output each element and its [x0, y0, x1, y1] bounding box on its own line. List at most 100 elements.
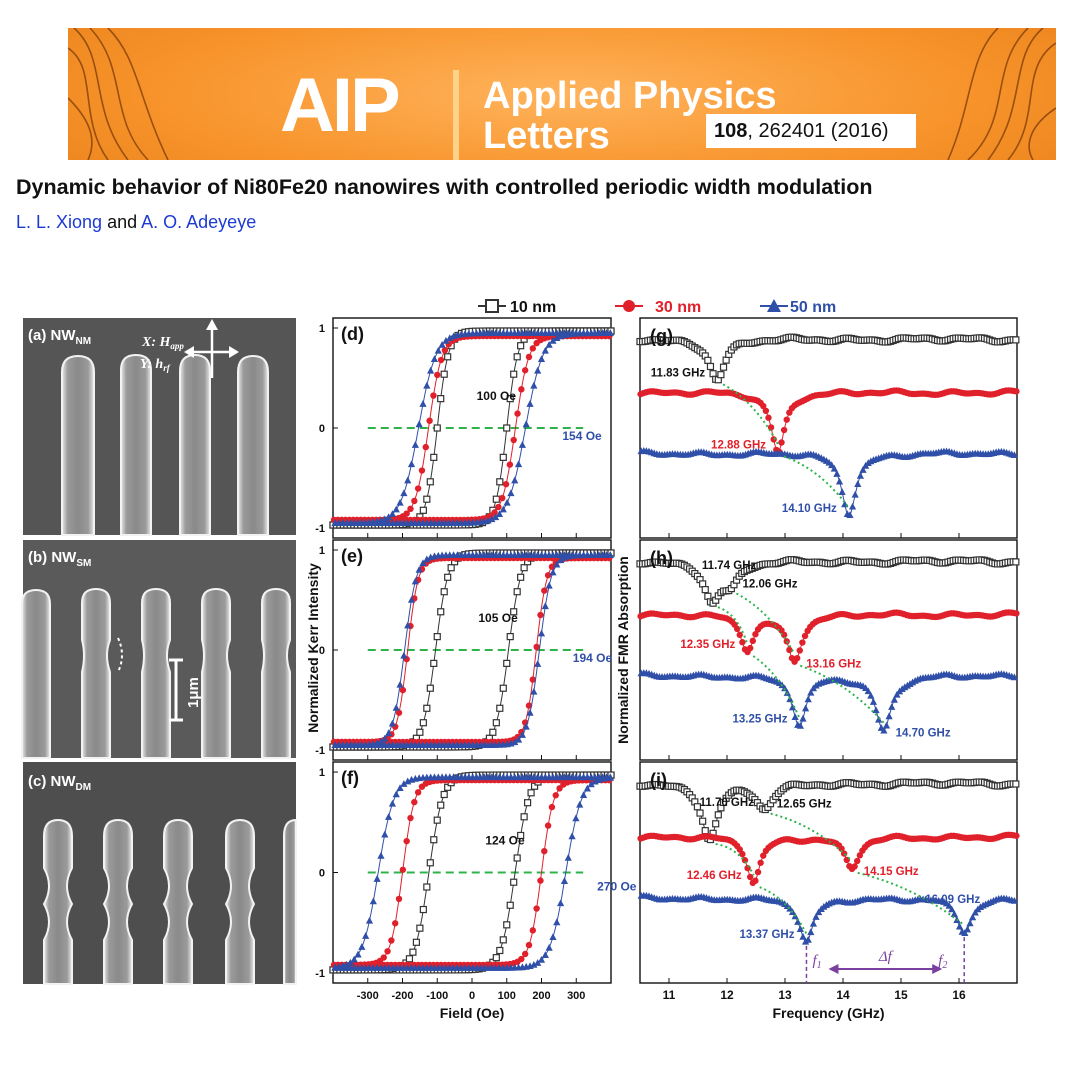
x-tick-label: -100 — [426, 990, 448, 1002]
data-point — [537, 629, 546, 637]
data-point — [403, 510, 410, 517]
sem-panel-label: (b) NWSM — [28, 549, 91, 569]
panel-label: (g) — [650, 326, 673, 346]
resonance-annotation: 12.35 GHz — [680, 639, 735, 651]
data-point — [380, 954, 387, 961]
data-point — [948, 905, 956, 913]
data-point — [541, 587, 548, 594]
data-point — [518, 731, 526, 738]
data-point — [395, 709, 403, 716]
data-point — [786, 646, 793, 654]
data-point — [796, 721, 804, 729]
y-tick-label: -1 — [315, 523, 325, 535]
data-point — [395, 895, 403, 903]
data-point — [534, 959, 542, 966]
data-point — [537, 611, 544, 619]
data-point — [856, 852, 864, 859]
data-point — [392, 920, 399, 927]
data-point — [521, 950, 529, 958]
series-30nm — [637, 831, 1020, 887]
data-point — [522, 722, 530, 730]
mode-connector — [770, 812, 853, 862]
mode-connector — [759, 886, 808, 935]
data-point — [717, 371, 725, 379]
data-point — [804, 935, 812, 943]
legend-item-50nm: 50 nm — [760, 299, 836, 316]
resonance-annotation: 14.10 GHz — [782, 503, 837, 515]
data-point — [1012, 558, 1020, 566]
data-point — [804, 695, 812, 703]
f1-label: f1 — [812, 953, 821, 971]
data-point — [851, 490, 859, 498]
coercivity-annotation: 154 Oe — [562, 429, 602, 443]
data-point — [780, 631, 788, 639]
data-point — [848, 502, 857, 510]
data-point — [510, 436, 517, 444]
data-point — [527, 789, 535, 797]
data-point — [430, 453, 438, 461]
data-point — [399, 866, 407, 873]
data-point — [801, 704, 810, 712]
data-point — [522, 420, 530, 428]
arrow-left-icon — [184, 346, 194, 358]
data-point — [442, 336, 450, 344]
data-point — [533, 905, 540, 912]
sem-panel-c: (c) NWDM — [23, 762, 297, 985]
mode-connector — [752, 655, 801, 719]
data-point — [801, 632, 809, 640]
data-point — [518, 441, 526, 448]
data-point — [369, 897, 377, 905]
data-point — [404, 621, 412, 629]
data-point — [415, 420, 423, 428]
data-point — [506, 901, 514, 909]
author-list: L. L. Xiong and A. O. Adeyeye — [16, 212, 256, 233]
data-point — [765, 414, 772, 421]
data-point — [778, 439, 785, 446]
data-point — [564, 853, 572, 861]
data-point — [385, 729, 393, 737]
data-point — [704, 356, 712, 364]
data-point — [560, 877, 569, 884]
data-point — [533, 643, 540, 651]
data-point — [835, 477, 844, 485]
data-point — [557, 556, 565, 564]
author-link[interactable]: L. L. Xiong — [16, 212, 103, 232]
data-point — [489, 728, 497, 736]
data-point — [411, 441, 419, 448]
data-point — [388, 937, 395, 944]
data-point — [433, 816, 441, 824]
y-tick-label: -1 — [315, 745, 325, 757]
series-30nm — [637, 387, 1020, 455]
data-point — [780, 426, 788, 434]
data-point — [875, 715, 883, 723]
resonance-annotation: 12.06 GHz — [742, 579, 797, 591]
data-point — [381, 830, 389, 838]
data-point — [440, 790, 448, 799]
data-point — [752, 877, 759, 884]
data-point — [714, 811, 722, 819]
author-link[interactable]: A. O. Adeyeye — [141, 212, 257, 232]
arrow-right-icon — [229, 346, 239, 358]
data-point — [419, 719, 427, 727]
data-point — [434, 371, 441, 379]
data-point — [407, 505, 414, 513]
data-point — [388, 799, 397, 807]
data-point — [557, 899, 565, 907]
axis-y-label: Y: hrf — [140, 357, 171, 373]
plot-frame — [639, 761, 1018, 984]
data-point — [511, 738, 519, 746]
data-point — [517, 831, 525, 840]
data-point — [502, 481, 510, 488]
data-point — [518, 386, 525, 393]
data-point — [426, 859, 434, 867]
x-tick-label: 14 — [836, 988, 850, 1002]
data-point — [385, 513, 393, 521]
data-point — [749, 637, 757, 645]
data-point — [529, 676, 537, 683]
data-point — [537, 955, 546, 963]
data-point — [950, 910, 958, 918]
panel-label: (h) — [650, 548, 673, 568]
data-point — [444, 573, 452, 581]
data-point — [342, 960, 351, 968]
